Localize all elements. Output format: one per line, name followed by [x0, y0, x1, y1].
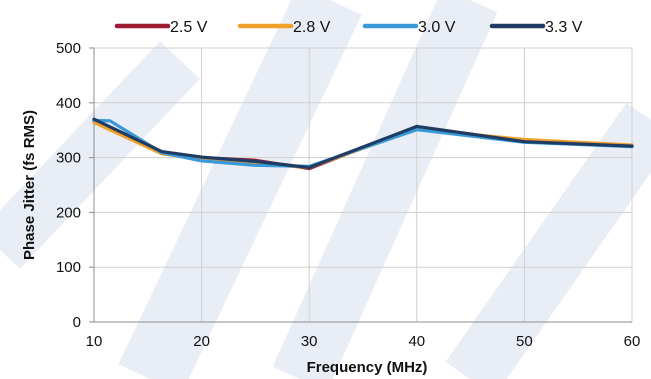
series-lines [92, 117, 634, 171]
x-tick-label: 30 [301, 333, 318, 350]
legend-label: 2.8 V [293, 19, 331, 36]
x-tick-labels: 10 20 30 40 50 60 [86, 333, 641, 350]
watermark-stripe [118, 0, 362, 379]
series-line-2-8-V [92, 120, 634, 170]
y-tick-label: 400 [56, 95, 81, 112]
x-tick-label: 50 [516, 333, 533, 350]
x-tick-label: 40 [408, 333, 425, 350]
x-axis-title: Frequency (MHz) [307, 359, 428, 376]
y-axis-title: Phase Jitter (fs RMS) [21, 110, 38, 260]
x-tick-label: 20 [193, 333, 210, 350]
legend: 2.5 V 2.8 V 3.0 V 3.3 V [114, 19, 583, 36]
watermark-stripe [272, 0, 498, 379]
axes [89, 47, 632, 323]
y-tick-label: 0 [73, 314, 81, 331]
watermark-stripe [445, 102, 651, 379]
legend-label: 3.0 V [418, 19, 456, 36]
x-tick-label: 60 [624, 333, 641, 350]
series-line-3-3-V [92, 117, 634, 170]
watermark-stripe [0, 41, 200, 269]
legend-label: 2.5 V [170, 19, 208, 36]
y-tick-label: 300 [56, 150, 81, 167]
x-tick-label: 10 [86, 333, 103, 350]
y-tick-label: 100 [56, 259, 81, 276]
y-tick-label: 500 [56, 40, 81, 57]
y-tick-label: 200 [56, 204, 81, 221]
legend-label: 3.3 V [545, 19, 583, 36]
y-tick-labels: 0 100 200 300 400 500 [56, 40, 81, 331]
